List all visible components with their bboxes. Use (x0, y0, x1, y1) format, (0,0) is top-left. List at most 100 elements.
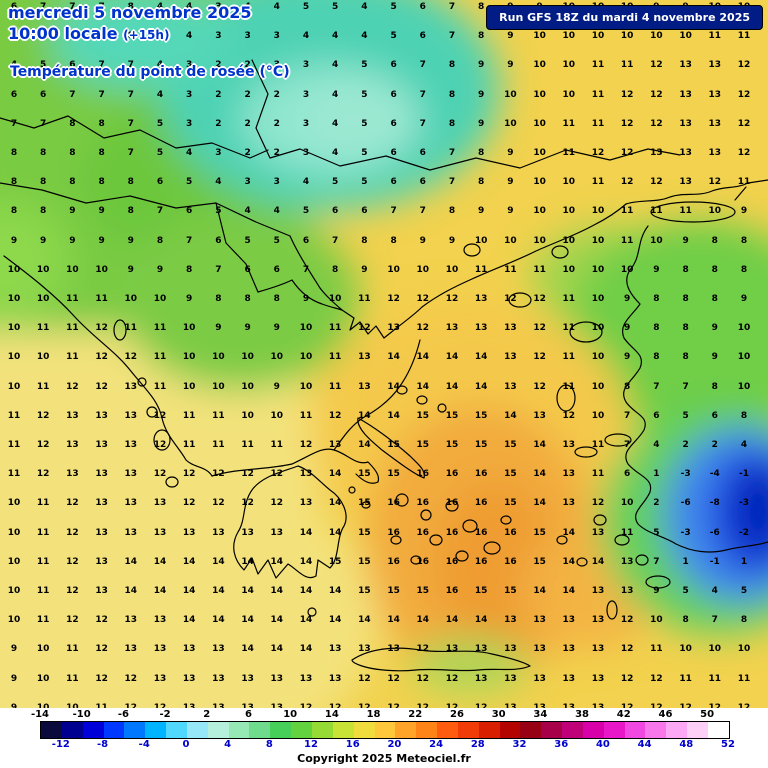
grid-value: 7 (624, 440, 631, 450)
grid-value: 12 (328, 410, 342, 421)
grid-value: 11 (562, 381, 576, 392)
grid-value: 13 (95, 469, 108, 480)
grid-value: 13 (358, 352, 371, 363)
grid-value: 6 (332, 206, 339, 217)
grid-value: 4 (215, 177, 222, 188)
grid-value: 4 (156, 60, 164, 71)
grid-value: 10 (562, 206, 576, 217)
scale-label: 48 (679, 739, 694, 750)
grid-value: 9 (10, 673, 18, 684)
grid-value: 14 (387, 410, 400, 421)
grid-value: 11 (36, 323, 50, 334)
grid-value: 9 (127, 264, 134, 275)
grid-value: 11 (212, 440, 225, 450)
grid-value: 5 (361, 148, 368, 158)
grid-value: 13 (236, 703, 260, 713)
grid-value: 4 (740, 440, 748, 450)
grid-value: 15 (474, 586, 488, 596)
grid-value: 10 (679, 31, 692, 42)
grid-value: 13 (708, 89, 722, 100)
grid-value: 5 (361, 177, 368, 188)
grid-value: 9 (507, 177, 514, 188)
grid-value: 7 (98, 2, 105, 12)
grid-value: 12 (650, 177, 663, 188)
grid-value: 6 (10, 2, 18, 12)
grid-value: 13 (445, 323, 459, 334)
grid-value: 6 (215, 235, 222, 246)
grid-value: 9 (682, 235, 689, 246)
grid-value: 16 (416, 498, 430, 509)
grid-value: 8 (653, 294, 660, 304)
grid-value: 13 (153, 673, 167, 684)
grid-value: 12 (270, 469, 284, 480)
grid-value: 12 (95, 644, 108, 655)
grid-value: 10 (36, 294, 50, 304)
grid-value: 12 (241, 469, 254, 480)
grid-value: 7 (98, 60, 105, 71)
grid-value: 12 (620, 644, 634, 655)
scale-label: 0 (182, 739, 190, 750)
grid-value: 12 (387, 294, 400, 304)
grid-value: 16 (387, 498, 400, 509)
grid-value: 10 (60, 703, 84, 713)
grid-value: 13 (498, 703, 522, 713)
grid-value: 6 (419, 177, 426, 188)
grid-value: 11 (737, 177, 751, 188)
grid-value: 12 (650, 60, 663, 71)
grid-value: 4 (361, 31, 368, 42)
grid-value: 7 (186, 235, 193, 246)
grid-value: 10 (591, 31, 605, 42)
grid-value: 13 (591, 527, 605, 538)
grid-value: 10 (533, 31, 546, 42)
grid-value: 13 (124, 469, 138, 480)
grid-value: 9 (653, 586, 660, 596)
grid-value: 4 (273, 2, 280, 12)
grid-value: -1 (739, 469, 749, 480)
grid-value: 9 (215, 323, 222, 334)
grid-value: 2 (244, 89, 251, 100)
grid-value: 9 (653, 264, 660, 275)
grid-value: 11 (7, 469, 21, 480)
scale-cell (374, 722, 396, 738)
grid-value: 13 (270, 673, 284, 684)
grid-value: 10 (416, 264, 430, 275)
grid-value: 13 (679, 177, 692, 188)
grid-value: 11 (474, 264, 488, 275)
grid-value: 6 (186, 206, 193, 217)
grid-value: 8 (624, 381, 631, 392)
scale-cell (457, 722, 479, 738)
scale-label: 38 (575, 709, 589, 720)
grid-value: 14 (182, 556, 196, 567)
grid-value: 13 (445, 644, 459, 655)
grid-value: 13 (241, 527, 254, 538)
grid-value: 11 (7, 440, 21, 450)
grid-value: 13 (328, 644, 342, 655)
grid-value: 13 (474, 323, 488, 334)
grid-value: 10 (7, 556, 21, 567)
grid-value: 10 (504, 235, 517, 246)
grid-value: 8 (448, 118, 456, 129)
grid-value: 14 (591, 556, 605, 567)
grid-value: 13 (586, 703, 610, 713)
grid-value: 16 (445, 556, 459, 567)
grid-value: 1 (740, 556, 748, 567)
grid-value: 14 (241, 586, 254, 596)
grid-value: 13 (95, 527, 108, 538)
grid-value: 13 (270, 527, 284, 538)
scale-cell (478, 722, 500, 738)
grid-value: 10 (562, 235, 576, 246)
grid-value: 11 (679, 673, 692, 684)
grid-value: 13 (182, 644, 196, 655)
grid-value: 11 (182, 410, 196, 421)
grid-value: 11 (358, 294, 371, 304)
grid-value: 11 (591, 89, 605, 100)
scale-cell (270, 722, 292, 738)
grid-value: 12 (387, 673, 400, 684)
grid-value: 14 (328, 527, 342, 538)
grid-value: 12 (95, 352, 108, 363)
grid-value: 14 (153, 586, 167, 596)
grid-value: 8 (332, 264, 339, 275)
grid-value: 6 (40, 89, 47, 100)
grid-value: 12 (299, 440, 313, 450)
grid-value: 10 (270, 352, 284, 363)
